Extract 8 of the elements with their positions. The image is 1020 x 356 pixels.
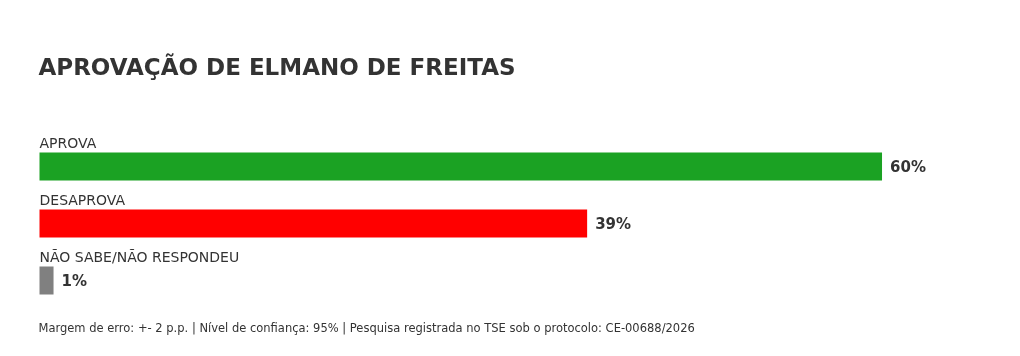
y-tick-label: APROVA	[39, 134, 97, 151]
data-label: 1%	[61, 271, 88, 290]
y-tick-label: NÃO SABE/NÃO RESPONDEU	[39, 248, 240, 265]
data-label: 60%	[890, 157, 926, 176]
text: Margem de erro: +- 2 p.p. | Nível de confiança: 95% | Pesquisa registrada no TSE sob o protocolo: CE-00688/2026	[38, 320, 695, 335]
data-label: 39%	[595, 214, 632, 233]
y-tick-label: DESAPROVA	[39, 191, 126, 208]
chart-title: APROVAÇÃO DE ELMANO DE FREITAS	[38, 52, 516, 80]
